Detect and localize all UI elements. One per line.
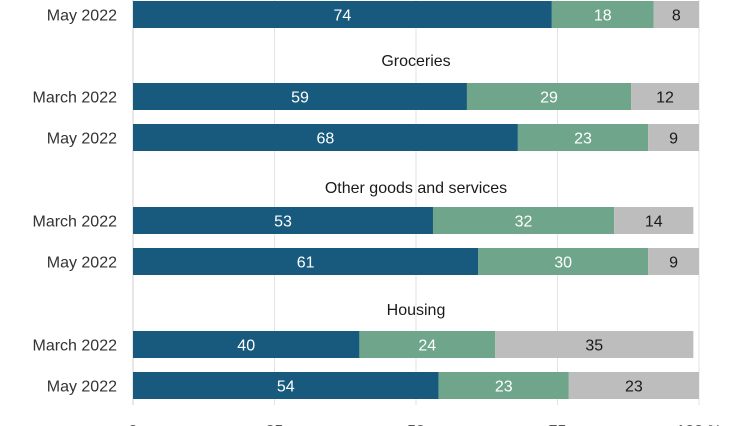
bar-segment-2-1-2 [648, 248, 699, 275]
group-title-1: Groceries [381, 53, 450, 70]
bar-segment-2-1-1 [478, 248, 649, 275]
data-label-1-1-2: 9 [669, 131, 678, 148]
data-label-3-1-0: 54 [277, 379, 295, 396]
bar-segment-0-0-0 [133, 1, 552, 28]
data-label-2-1-2: 9 [669, 255, 678, 272]
data-label-3-0-1: 24 [418, 338, 436, 355]
bar-segment-3-1-0 [133, 372, 439, 399]
data-label-2-0-2: 14 [645, 214, 663, 231]
bar-segment-3-0-1 [359, 331, 496, 358]
data-label-3-0-0: 40 [237, 338, 255, 355]
bar-segment-3-0-2 [495, 331, 694, 358]
x-tick-label-4: 100 % [676, 423, 721, 426]
bar-segment-1-1-1 [517, 124, 649, 151]
data-label-2-0-0: 53 [274, 214, 292, 231]
row-label-3-1: May 2022 [47, 379, 117, 396]
data-label-3-1-2: 23 [625, 379, 643, 396]
group-title-3: Housing [387, 302, 446, 319]
row-label-3-0: March 2022 [33, 338, 118, 355]
bar-segment-1-1-2 [648, 124, 699, 151]
row-label-2-1: May 2022 [47, 255, 117, 272]
x-axis-ticks: 0 25 50 75 100 % [129, 423, 722, 426]
bar-segment-2-0-2 [614, 207, 694, 234]
bar-segment-0-0-1 [551, 1, 654, 28]
data-label-2-1-1: 30 [554, 255, 572, 272]
bar-segment-2-0-0 [133, 207, 433, 234]
data-label-2-0-1: 32 [515, 214, 533, 231]
data-label-1-0-0: 59 [291, 90, 309, 107]
row-label-1-0: March 2022 [33, 90, 118, 107]
row-label-0-0: May 2022 [47, 8, 117, 25]
bar-segment-1-0-2 [631, 83, 699, 110]
x-tick-label-2: 50 [407, 423, 425, 426]
data-label-3-1-1: 23 [495, 379, 513, 396]
data-label-0-0-1: 18 [594, 8, 612, 25]
row-label-2-0: March 2022 [33, 214, 118, 231]
bar-segment-3-1-2 [568, 372, 699, 399]
bar-segment-2-1-0 [133, 248, 479, 275]
labels: May 2022 74 18 8 Groceries March 2022 59 29 12 Ma… [33, 8, 681, 396]
bar-segment-1-0-0 [133, 83, 467, 110]
row-label-1-1: May 2022 [47, 131, 117, 148]
data-label-0-0-2: 8 [672, 8, 681, 25]
bars [133, 1, 699, 399]
x-tick-label-0: 0 [129, 423, 138, 426]
data-label-0-0-0: 74 [334, 8, 352, 25]
bar-segment-3-0-0 [133, 331, 360, 358]
group-title-2: Other goods and services [325, 180, 507, 197]
data-label-2-1-0: 61 [297, 255, 315, 272]
x-tick-label-1: 25 [266, 423, 284, 426]
data-label-1-0-2: 12 [656, 90, 674, 107]
data-label-1-0-1: 29 [540, 90, 558, 107]
bar-segment-2-0-1 [432, 207, 615, 234]
bar-segment-3-1-1 [438, 372, 569, 399]
x-tick-label-3: 75 [549, 423, 567, 426]
data-label-1-1-0: 68 [317, 131, 335, 148]
data-label-1-1-1: 23 [574, 131, 592, 148]
bar-segment-0-0-2 [653, 1, 699, 28]
data-label-3-0-2: 35 [585, 338, 603, 355]
bar-segment-1-0-1 [466, 83, 632, 110]
bar-segment-1-1-0 [133, 124, 518, 151]
